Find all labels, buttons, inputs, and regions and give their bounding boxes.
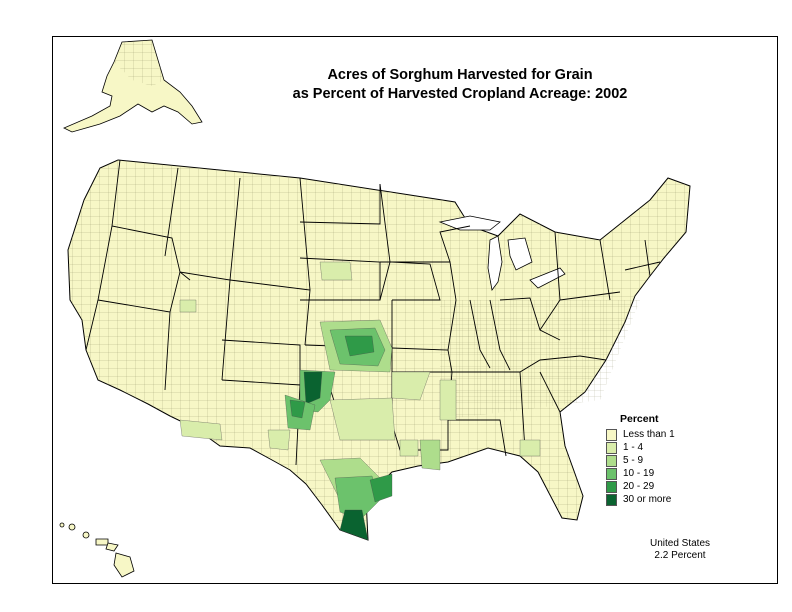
lake-erie — [529, 267, 566, 289]
legend-swatch — [606, 467, 617, 480]
sorghum-shading — [179, 261, 541, 541]
title-line-1: Acres of Sorghum Harvested for Grain — [327, 67, 593, 83]
legend-item: Less than 1 — [606, 428, 675, 441]
legend-label: 30 or more — [623, 494, 672, 505]
legend-swatch — [606, 428, 617, 441]
legend-label: 1 - 4 — [623, 442, 644, 453]
alaska-inset — [63, 39, 203, 133]
summary-line-2: 2.2 Percent — [654, 550, 706, 561]
legend-item: 5 - 9 — [606, 454, 675, 467]
map-title: Acres of Sorghum Harvested for Grain as … — [270, 66, 650, 104]
legend-label: 20 - 29 — [623, 481, 655, 492]
legend-item: 10 - 19 — [606, 467, 675, 480]
legend-item: 1 - 4 — [606, 441, 675, 454]
map-frame — [52, 36, 778, 584]
us-summary: United States 2.2 Percent — [630, 538, 730, 562]
legend-label: 5 - 9 — [623, 455, 644, 466]
legend-item: 30 or more — [606, 493, 675, 506]
title-line-2: as Percent of Harvested Cropland Acreage… — [292, 86, 628, 102]
legend-swatch — [606, 493, 617, 506]
legend-swatch — [606, 441, 617, 454]
lake-michigan — [487, 235, 503, 291]
summary-line-1: United States — [649, 538, 711, 549]
legend-swatch — [606, 454, 617, 467]
legend: Percent Less than 1 1 - 4 5 - 9 10 - 19 20 -… — [606, 413, 675, 506]
legend-swatch — [606, 480, 617, 493]
legend-label: 10 - 19 — [623, 468, 655, 479]
legend-items: Less than 1 1 - 4 5 - 9 10 - 19 20 - 29 30 or… — [606, 428, 675, 506]
legend-title: Percent — [620, 413, 659, 425]
legend-label: Less than 1 — [623, 429, 675, 440]
lake-huron — [507, 237, 533, 271]
hawaii-inset — [59, 522, 135, 578]
legend-item: 20 - 29 — [606, 480, 675, 493]
